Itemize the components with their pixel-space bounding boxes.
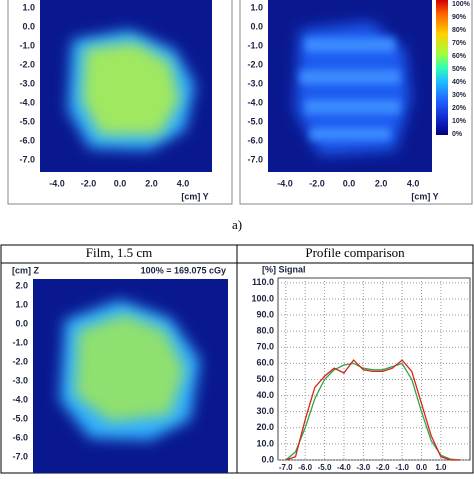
y-tick-label: 1.0	[22, 2, 35, 12]
normalization: 100% = 169.075 cGy	[141, 265, 226, 275]
y-tick-label: 80.0	[256, 326, 274, 336]
y-tick-label: 20.0	[256, 422, 274, 432]
y-tick-label: -7.0	[12, 451, 28, 461]
x-tick-label: -4.0	[49, 178, 65, 188]
x-tick-label: -7.0	[279, 463, 293, 472]
x-tick-label: -3.0	[356, 463, 370, 472]
header-cell: Profile comparison	[305, 245, 405, 260]
caption: a)	[232, 217, 242, 232]
x-tick-label: 0.0	[114, 178, 127, 188]
colorbar-label: 90%	[452, 14, 467, 21]
x-tick-label: -2.0	[309, 178, 325, 188]
y-tick-label: 0.0	[250, 21, 263, 31]
axis-label: [cm] Y	[181, 191, 208, 201]
dose-bands	[300, 38, 400, 140]
x-tick-label: -4.0	[277, 178, 293, 188]
y-tick-label: -3.0	[247, 78, 263, 88]
colorbar-label: 100%	[452, 1, 471, 8]
y-tick-label: -6.0	[247, 135, 263, 145]
colorbar-label: 30%	[452, 92, 467, 99]
y-tick-label: 50.0	[256, 374, 274, 384]
x-tick-label: 4.0	[177, 178, 190, 188]
axis-label: [cm] Y	[411, 191, 438, 201]
dose-blob	[295, 22, 410, 155]
colorbar-label: 20%	[452, 105, 467, 112]
colorbar-label: 60%	[452, 53, 467, 60]
dose-core	[82, 42, 180, 135]
y-tick-label: -4.0	[247, 97, 263, 107]
y-tick-label: 60.0	[256, 358, 274, 368]
y-tick-label: 0.0	[261, 454, 274, 464]
y-tick-label: -1.0	[247, 40, 263, 50]
y-tick-label: 2.0	[15, 280, 28, 290]
y-tick-label: 0.0	[15, 318, 28, 328]
colorbar-label: 50%	[452, 66, 467, 73]
y-tick-label: 1.0	[15, 299, 28, 309]
y-tick-label: -5.0	[12, 413, 28, 423]
header-cell: Film, 1.5 cm	[86, 245, 152, 260]
y-tick-label: -3.0	[12, 375, 28, 385]
y-tick-label: -2.0	[12, 356, 28, 366]
profile-line	[285, 362, 461, 461]
y-tick-label: -6.0	[12, 432, 28, 442]
plot-area	[277, 277, 471, 461]
y-tick-label: -7.0	[19, 154, 35, 164]
y-tick-label: -4.0	[12, 394, 28, 404]
x-tick-label: 0.0	[416, 463, 428, 472]
y-tick-label: -2.0	[19, 59, 35, 69]
y-tick-label: 0.0	[22, 21, 35, 31]
x-tick-label: -5.0	[318, 463, 332, 472]
y-tick-label: -6.0	[19, 135, 35, 145]
x-tick-label: 4.0	[407, 178, 420, 188]
colorbar-label: 0%	[452, 131, 463, 138]
axis-label: [%] Signal	[262, 264, 306, 274]
colorbar-label: 70%	[452, 40, 467, 47]
x-tick-label: -2.0	[81, 178, 97, 188]
profile-line	[285, 359, 461, 461]
y-tick-label: -4.0	[19, 97, 35, 107]
y-tick-label: 100.0	[251, 293, 274, 303]
colorbar-label: 10%	[452, 118, 467, 125]
y-tick-label: -3.0	[19, 78, 35, 88]
x-tick-label: 0.0	[343, 178, 356, 188]
colorbar	[436, 0, 448, 135]
y-tick-label: 90.0	[256, 309, 274, 319]
x-tick-label: -6.0	[298, 463, 312, 472]
x-tick-label: 2.0	[375, 178, 388, 188]
y-tick-label: -5.0	[247, 116, 263, 126]
y-tick-label: 30.0	[256, 406, 274, 416]
y-tick-label: -1.0	[12, 337, 28, 347]
x-tick-label: -1.0	[395, 463, 409, 472]
y-tick-label: 40.0	[256, 390, 274, 400]
y-tick-label: -2.0	[247, 59, 263, 69]
axis-label: [cm] Z	[12, 265, 40, 275]
y-tick-label: 110.0	[252, 277, 274, 287]
y-tick-label: 70.0	[256, 342, 274, 352]
y-tick-label: -1.0	[19, 40, 35, 50]
y-tick-label: 1.0	[250, 2, 263, 12]
y-tick-label: -7.0	[247, 154, 263, 164]
y-tick-label: -5.0	[19, 116, 35, 126]
dose-core	[75, 314, 185, 422]
colorbar-label: 80%	[452, 27, 467, 34]
x-tick-label: -2.0	[376, 463, 390, 472]
y-tick-label: 10.0	[256, 438, 274, 448]
x-tick-label: -4.0	[337, 463, 351, 472]
x-tick-label: 2.0	[145, 178, 158, 188]
colorbar-label: 40%	[452, 79, 467, 86]
x-tick-label: 1.0	[435, 463, 447, 472]
